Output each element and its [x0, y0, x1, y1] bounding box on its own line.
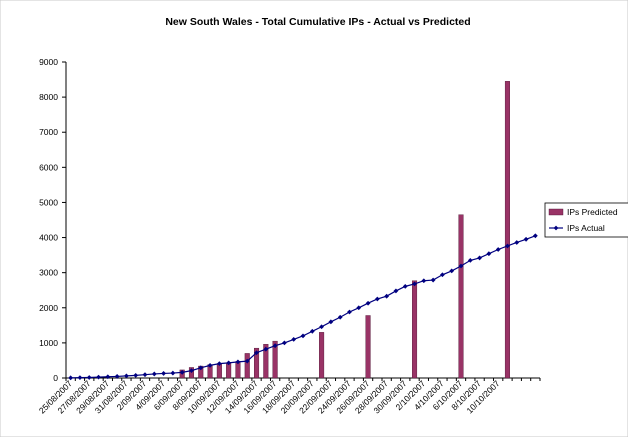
point-ips-actual	[142, 372, 148, 378]
legend: IPs Predicted IPs Actual	[544, 202, 628, 238]
point-ips-actual	[421, 278, 427, 284]
point-ips-actual	[384, 293, 390, 299]
point-ips-actual	[532, 233, 538, 239]
point-ips-actual	[495, 247, 501, 252]
point-ips-actual	[412, 281, 417, 287]
point-ips-actual	[514, 240, 520, 245]
point-ips-actual	[319, 324, 324, 330]
point-ips-actual	[356, 305, 362, 311]
bar-ips-predicted	[244, 353, 250, 379]
point-ips-actual	[449, 268, 455, 274]
point-ips-actual	[347, 309, 352, 315]
bar-ips-predicted	[216, 363, 222, 379]
point-ips-actual	[244, 358, 250, 364]
point-ips-actual	[505, 243, 510, 249]
point-ips-actual	[105, 374, 111, 380]
point-ips-actual	[393, 288, 399, 294]
y-tick-label: 3000	[39, 268, 58, 278]
point-ips-actual	[235, 359, 241, 365]
point-ips-actual	[170, 370, 176, 376]
point-ips-actual	[226, 360, 232, 366]
point-ips-actual	[477, 255, 482, 261]
point-ips-actual	[309, 328, 315, 334]
bar-ips-predicted	[254, 347, 260, 379]
point-ips-actual	[374, 296, 380, 302]
y-tick-label: 1000	[39, 338, 58, 348]
point-ips-actual	[328, 319, 334, 325]
point-ips-actual	[365, 300, 371, 306]
point-ips-actual	[207, 362, 213, 368]
point-ips-actual	[337, 314, 343, 320]
point-ips-actual	[263, 346, 269, 352]
point-ips-actual	[68, 375, 74, 381]
point-ips-actual	[282, 340, 287, 346]
point-ips-actual	[523, 236, 529, 242]
y-tick-label: 2000	[39, 303, 58, 313]
y-tick-label: 9000	[39, 57, 58, 67]
y-tick-label: 5000	[39, 197, 58, 207]
y-tick-label: 8000	[39, 92, 58, 102]
point-ips-actual	[291, 336, 297, 342]
y-tick-label: 4000	[39, 233, 58, 243]
point-ips-actual	[198, 365, 204, 371]
point-ips-actual	[467, 257, 473, 263]
bar-ips-predicted	[412, 280, 418, 379]
bar-ips-predicted	[263, 344, 269, 379]
y-tick-label: 7000	[39, 127, 58, 137]
point-ips-actual	[300, 333, 306, 339]
point-ips-actual	[77, 375, 83, 381]
bar-ips-predicted	[319, 332, 325, 379]
point-ips-actual	[458, 263, 464, 269]
point-ips-actual	[161, 371, 166, 376]
point-ips-actual	[96, 374, 101, 380]
point-ips-actual	[86, 375, 92, 380]
point-ips-actual	[402, 283, 408, 289]
legend-label-actual: IPs Actual	[567, 223, 605, 233]
point-ips-actual	[430, 277, 436, 283]
point-ips-actual	[216, 361, 222, 367]
legend-swatch-actual-marker	[553, 225, 559, 231]
bar-ips-predicted	[365, 315, 371, 379]
point-ips-actual	[486, 251, 492, 257]
point-ips-actual	[133, 372, 139, 378]
point-ips-actual	[179, 369, 185, 375]
legend-label-predicted: IPs Predicted	[567, 207, 618, 217]
point-ips-actual	[272, 343, 278, 349]
point-ips-actual	[440, 272, 445, 278]
point-ips-actual	[124, 373, 129, 379]
y-tick-label: 0	[53, 373, 58, 383]
legend-swatch-predicted	[548, 208, 564, 216]
point-ips-actual	[189, 368, 194, 374]
bar-ips-predicted	[504, 81, 510, 379]
bar-ips-predicted	[272, 340, 278, 379]
bar-ips-predicted	[458, 214, 464, 379]
point-ips-actual	[151, 371, 157, 377]
point-ips-actual	[254, 350, 259, 356]
legend-box	[544, 202, 628, 238]
point-ips-actual	[114, 374, 120, 379]
chart-title: New South Wales - Total Cumulative IPs -…	[165, 16, 470, 28]
y-tick-label: 6000	[39, 162, 58, 172]
